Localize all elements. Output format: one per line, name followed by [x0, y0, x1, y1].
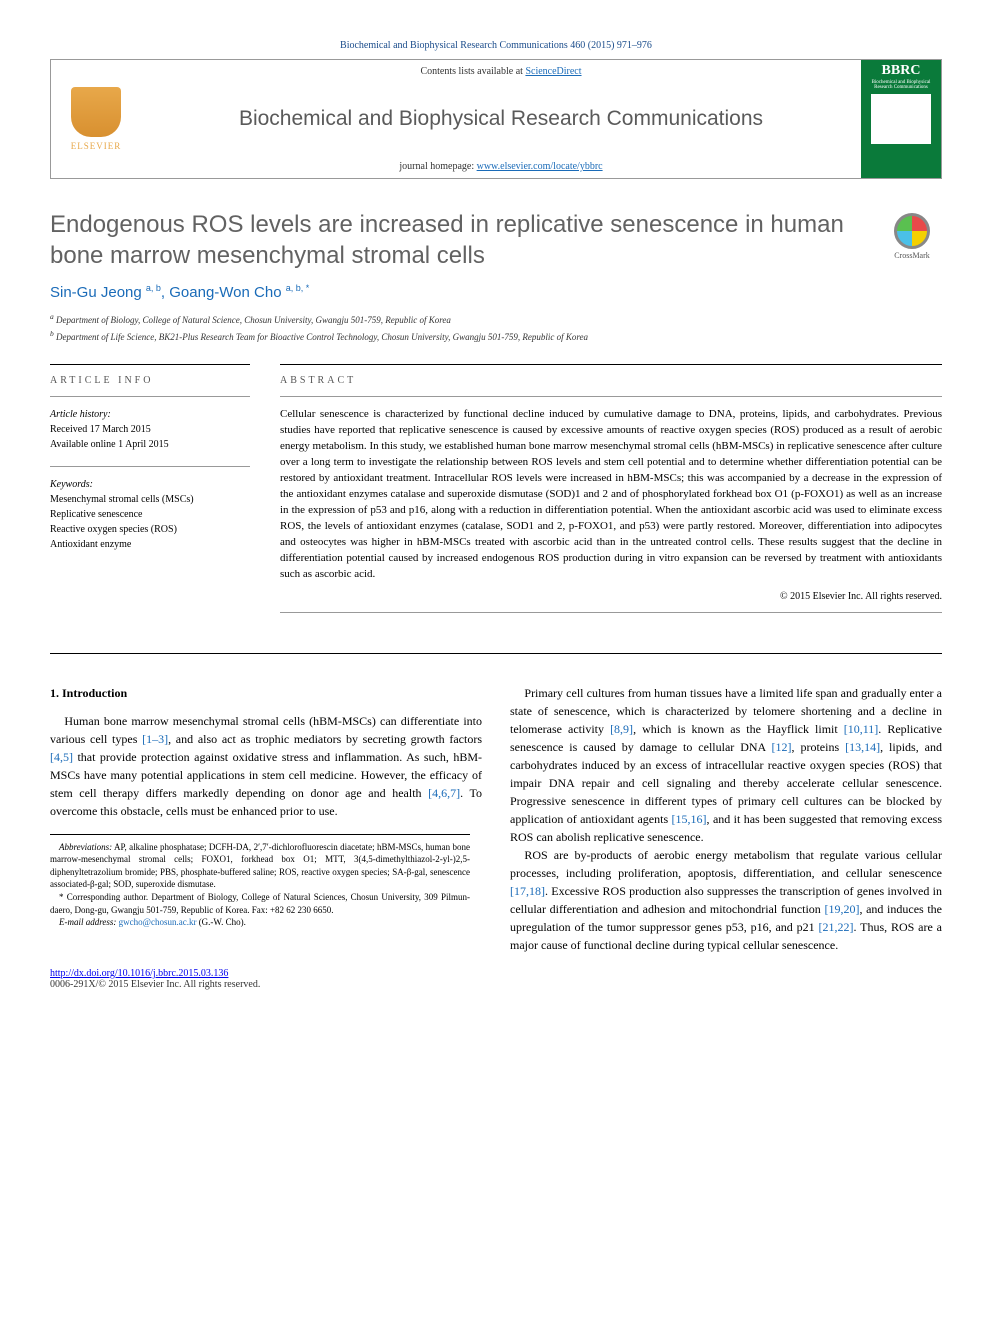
contents-prefix: Contents lists available at: [420, 66, 525, 77]
ref-19-20[interactable]: [19,20]: [824, 902, 859, 916]
intro-heading: 1. Introduction: [50, 684, 482, 702]
intro-p2: Primary cell cultures from human tissues…: [510, 684, 942, 846]
ref-15-16[interactable]: [15,16]: [672, 812, 707, 826]
doi-line: http://dx.doi.org/10.1016/j.bbrc.2015.03…: [50, 968, 942, 979]
keyword-2: Reactive oxygen species (ROS): [50, 522, 250, 537]
sciencedirect-link[interactable]: ScienceDirect: [525, 66, 581, 77]
corresponding-author-footnote: * Corresponding author. Department of Bi…: [50, 891, 470, 916]
intro-p3: ROS are by-products of aerobic energy me…: [510, 846, 942, 954]
doi-link[interactable]: http://dx.doi.org/10.1016/j.bbrc.2015.03…: [50, 968, 228, 979]
author-2: Goang-Won Cho: [169, 284, 285, 301]
publisher-logo: ELSEVIER: [51, 60, 141, 178]
crossmark-icon: [894, 213, 930, 249]
affiliations: a Department of Biology, College of Natu…: [50, 311, 942, 344]
abbrev-label: Abbreviations:: [59, 842, 112, 852]
page-container: Biochemical and Biophysical Research Com…: [0, 0, 992, 1030]
ref-4-5[interactable]: [4,5]: [50, 750, 73, 764]
article-info-heading: ARTICLE INFO: [50, 375, 250, 386]
affiliation-a-text: Department of Biology, College of Natura…: [56, 315, 451, 325]
email-link[interactable]: gwcho@chosun.ac.kr: [116, 917, 196, 927]
ref-21-22[interactable]: [21,22]: [818, 920, 853, 934]
p1c: that provide protection against oxidativ…: [50, 750, 482, 800]
corr-label: * Corresponding author.: [59, 892, 148, 902]
crossmark-badge[interactable]: CrossMark: [882, 213, 942, 260]
abstract-text: Cellular senescence is characterized by …: [280, 407, 942, 582]
abbrev-text: AP, alkaline phosphatase; DCFH-DA, 2′,7′…: [50, 842, 470, 890]
article-info-column: ARTICLE INFO Article history: Received 1…: [50, 364, 250, 622]
p3a: ROS are by-products of aerobic energy me…: [510, 848, 942, 880]
cover-title: Biochemical and Biophysical Research Com…: [865, 80, 937, 90]
header-center: Contents lists available at ScienceDirec…: [141, 60, 861, 178]
email-footnote: E-mail address: gwcho@chosun.ac.kr (G.-W…: [50, 916, 470, 929]
contents-line: Contents lists available at ScienceDirec…: [153, 66, 849, 77]
history-label: Article history:: [50, 407, 250, 422]
article-history-block: Article history: Received 17 March 2015 …: [50, 407, 250, 452]
online-date: Available online 1 April 2015: [50, 437, 250, 452]
author-1-affil: a, b: [146, 283, 161, 293]
keywords-block: Keywords: Mesenchymal stromal cells (MSC…: [50, 477, 250, 552]
email-label: E-mail address:: [59, 917, 116, 927]
affiliation-b: b Department of Life Science, BK21-Plus …: [50, 328, 942, 345]
ref-10-11[interactable]: [10,11]: [844, 722, 879, 736]
keyword-0: Mesenchymal stromal cells (MSCs): [50, 492, 250, 507]
author-2-affil: a, b, *: [286, 283, 310, 293]
abstract-column: ABSTRACT Cellular senescence is characte…: [280, 364, 942, 622]
email-suffix: (G.-W. Cho).: [196, 917, 245, 927]
abbreviations-footnote: Abbreviations: AP, alkaline phosphatase;…: [50, 841, 470, 891]
info-abstract-row: ARTICLE INFO Article history: Received 1…: [50, 364, 942, 622]
cover-abbrev: BBRC: [882, 64, 921, 78]
authors-line: Sin-Gu Jeong a, b, Goang-Won Cho a, b, *: [50, 283, 942, 301]
ref-17-18[interactable]: [17,18]: [510, 884, 545, 898]
author-sep: ,: [161, 284, 169, 301]
journal-header-box: ELSEVIER Contents lists available at Sci…: [50, 59, 942, 179]
publisher-name: ELSEVIER: [71, 141, 122, 151]
homepage-prefix: journal homepage:: [399, 161, 476, 172]
p2d: , proteins: [792, 740, 846, 754]
body-text: 1. Introduction Human bone marrow mesenc…: [50, 684, 942, 954]
article-title: Endogenous ROS levels are increased in r…: [50, 209, 942, 271]
p1b: , and also act as trophic mediators by s…: [168, 732, 482, 746]
keywords-label: Keywords:: [50, 477, 250, 492]
keyword-3: Antioxidant enzyme: [50, 537, 250, 552]
intro-p1: Human bone marrow mesenchymal stromal ce…: [50, 712, 482, 820]
journal-cover-thumbnail: BBRC Biochemical and Biophysical Researc…: [861, 60, 941, 178]
journal-name: Biochemical and Biophysical Research Com…: [153, 107, 849, 131]
ref-12[interactable]: [12]: [772, 740, 792, 754]
header-citation: Biochemical and Biophysical Research Com…: [50, 40, 942, 51]
footnotes: Abbreviations: AP, alkaline phosphatase;…: [50, 834, 470, 929]
elsevier-tree-icon: [71, 87, 121, 137]
ref-4-6-7[interactable]: [4,6,7]: [428, 786, 460, 800]
ref-13-14[interactable]: [13,14]: [845, 740, 880, 754]
received-date: Received 17 March 2015: [50, 422, 250, 437]
ref-8-9[interactable]: [8,9]: [610, 722, 633, 736]
keyword-1: Replicative senescence: [50, 507, 250, 522]
issn-line: 0006-291X/© 2015 Elsevier Inc. All right…: [50, 979, 942, 990]
crossmark-label: CrossMark: [882, 251, 942, 260]
p2b: , which is known as the Hayflick limit: [633, 722, 844, 736]
ref-1-3[interactable]: [1–3]: [142, 732, 168, 746]
author-1: Sin-Gu Jeong: [50, 284, 146, 301]
affiliation-b-text: Department of Life Science, BK21-Plus Re…: [56, 332, 588, 342]
abstract-copyright: © 2015 Elsevier Inc. All rights reserved…: [280, 591, 942, 602]
homepage-link[interactable]: www.elsevier.com/locate/ybbrc: [477, 161, 603, 172]
cover-preview: [871, 94, 931, 144]
abstract-heading: ABSTRACT: [280, 375, 942, 386]
homepage-line: journal homepage: www.elsevier.com/locat…: [153, 161, 849, 172]
affiliation-a: a Department of Biology, College of Natu…: [50, 311, 942, 328]
